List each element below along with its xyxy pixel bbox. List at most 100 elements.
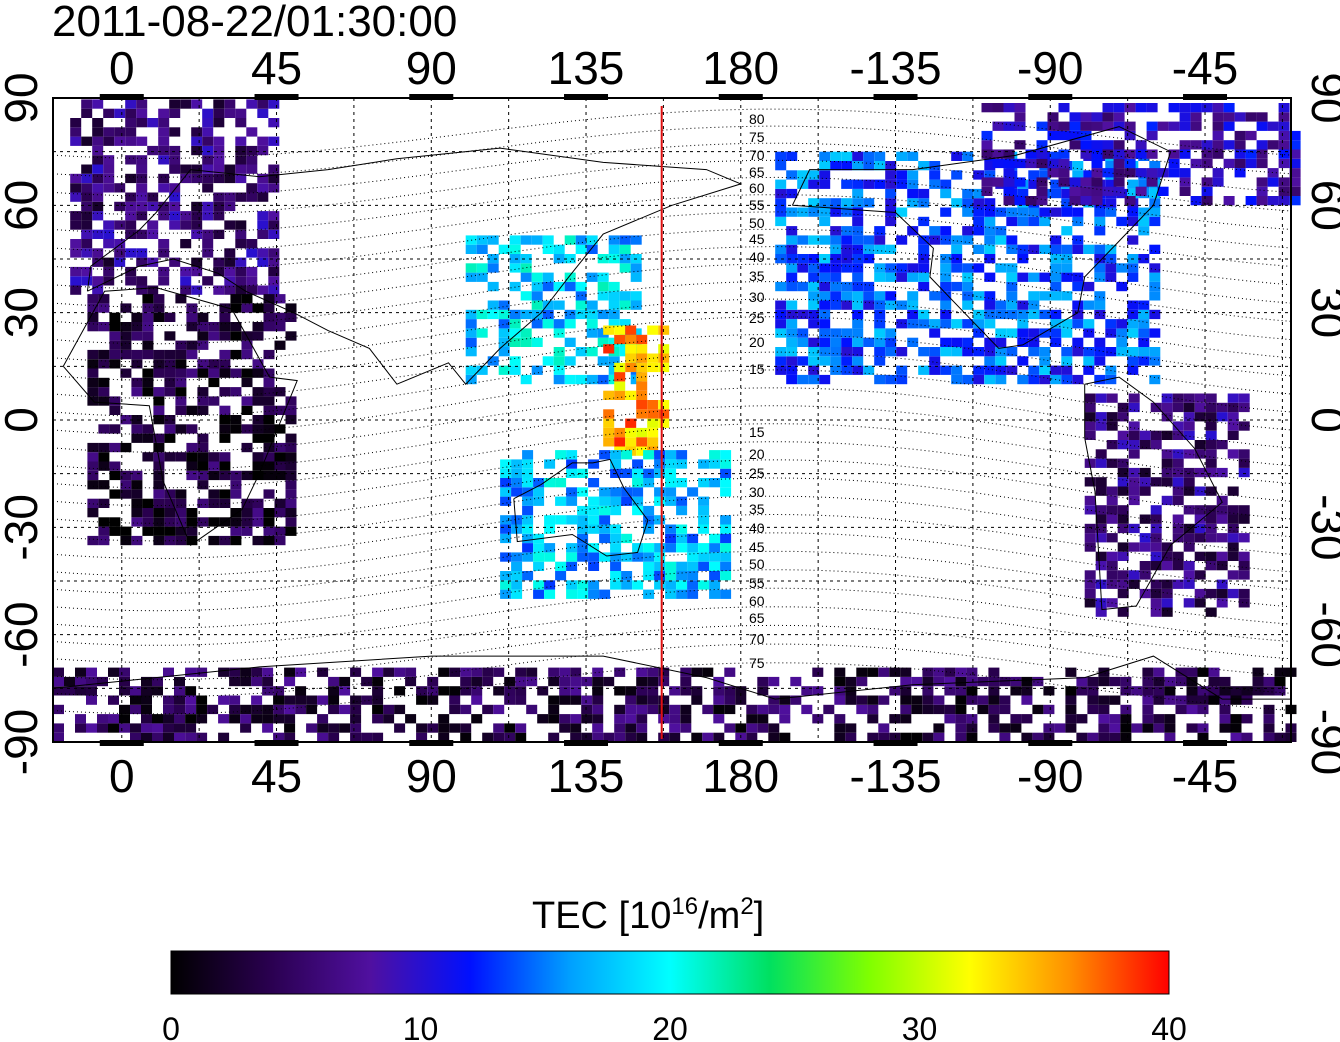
tec-cell	[1150, 542, 1162, 552]
tec-cell	[1006, 244, 1018, 254]
tec-cell	[174, 714, 185, 724]
tec-cell	[654, 459, 666, 469]
tec-cell	[1072, 161, 1084, 171]
tec-cell	[1072, 374, 1084, 385]
tec-cell	[940, 319, 952, 329]
tec-cell	[586, 272, 598, 282]
tec-cell	[841, 263, 853, 273]
tec-cell	[147, 257, 159, 267]
tec-cell	[191, 211, 203, 221]
lon-tick-top: 135	[548, 42, 625, 94]
tec-cell	[841, 151, 853, 161]
tec-cell	[808, 309, 820, 320]
tec-cell	[852, 226, 864, 236]
tec-cell	[92, 99, 104, 109]
tec-cell	[1175, 667, 1187, 677]
tec-cell	[1106, 561, 1118, 571]
tec-cell	[125, 173, 137, 184]
tec-cell	[944, 667, 956, 677]
tec-cell	[918, 244, 930, 254]
tec-cell	[564, 337, 576, 347]
tec-cell	[614, 372, 626, 382]
tec-cell	[120, 470, 132, 481]
tec-cell	[636, 362, 648, 373]
tec-cell	[1014, 103, 1026, 113]
contour-label: 75	[749, 129, 765, 145]
tec-cell	[136, 257, 148, 267]
tec-cell	[1227, 421, 1239, 431]
tec-cell	[1205, 486, 1217, 496]
tec-cell	[830, 226, 842, 236]
tec-cell	[599, 552, 611, 562]
tec-cell	[70, 220, 82, 230]
tec-cell	[1050, 188, 1062, 199]
tec-cell	[372, 695, 384, 705]
tec-cell	[274, 442, 286, 453]
tec-cell	[1172, 486, 1184, 496]
tec-cell	[1109, 695, 1121, 705]
tec-cell	[285, 312, 297, 322]
tec-cell	[164, 368, 176, 378]
tec-cell	[599, 533, 611, 544]
tec-cell	[1095, 477, 1107, 487]
tec-cell	[841, 179, 853, 189]
tec-cell	[610, 505, 622, 516]
tec-cell	[779, 695, 791, 705]
tec-cell	[197, 396, 209, 406]
tec-cell	[1168, 149, 1180, 159]
tec-cell	[213, 118, 225, 128]
tec-cell	[542, 309, 554, 320]
tec-cell	[465, 328, 477, 338]
tec-cell	[1267, 121, 1279, 131]
tec-cell	[202, 173, 214, 184]
tec-cell	[698, 524, 710, 534]
tec-cell	[1172, 449, 1184, 459]
tec-cell	[339, 704, 351, 715]
magnetic-latitude-contours	[52, 108, 1292, 715]
tec-cell	[720, 589, 732, 599]
tec-cell	[120, 349, 132, 360]
tec-cell	[498, 328, 510, 338]
tec-cell	[614, 714, 626, 724]
tec-cell	[180, 173, 192, 184]
tec-cell	[830, 337, 842, 347]
tec-cell	[251, 676, 263, 687]
tec-cell	[625, 418, 637, 428]
tec-cell	[1084, 421, 1096, 431]
contour-label: 50	[749, 215, 765, 231]
tec-cell	[1135, 168, 1147, 178]
tec-cell	[1091, 121, 1103, 131]
tec-cell	[1227, 393, 1239, 403]
tec-cell	[940, 207, 952, 217]
tec-cell	[1010, 714, 1022, 724]
tec-cell	[680, 723, 692, 733]
tec-cell	[1087, 695, 1099, 705]
tec-cell	[142, 340, 154, 350]
tec-cell	[1138, 216, 1150, 227]
tec-cell	[654, 468, 666, 478]
tec-cell	[224, 173, 236, 184]
tec-cell	[224, 164, 236, 174]
colorbar-tick: 20	[652, 1011, 688, 1042]
tec-cell	[1183, 421, 1195, 431]
tec-cell	[92, 248, 104, 258]
tec-cell	[252, 396, 264, 406]
tec-cell	[819, 300, 831, 310]
tec-cell	[163, 704, 174, 715]
tec-cell	[610, 487, 622, 497]
tec-cell	[896, 170, 908, 180]
tec-cell	[219, 535, 231, 546]
tec-cell	[863, 365, 875, 375]
tec-cell	[885, 374, 897, 385]
tec-cell	[92, 192, 104, 202]
tec-cell	[548, 704, 560, 715]
tec-cell	[1197, 704, 1209, 715]
tec-cell	[852, 216, 864, 227]
tec-cell	[1102, 149, 1114, 159]
tec-cell	[797, 374, 809, 385]
tec-cell	[1116, 319, 1128, 329]
tec-cell	[845, 695, 857, 705]
tec-cell	[1061, 272, 1073, 282]
tec-cell	[1194, 412, 1206, 422]
tec-cell	[136, 173, 148, 184]
